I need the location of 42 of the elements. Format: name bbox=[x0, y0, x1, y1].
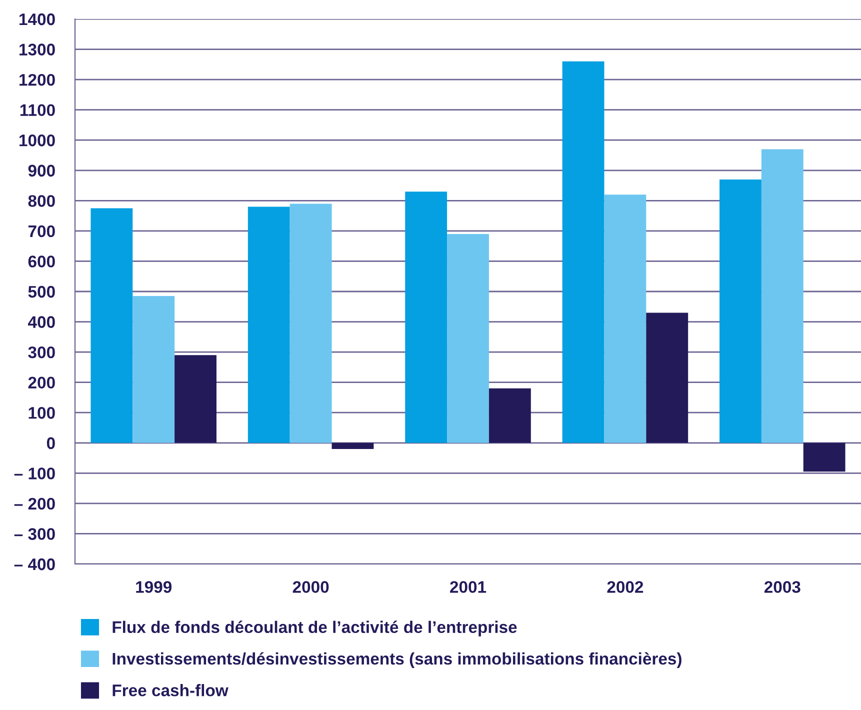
bar bbox=[761, 149, 804, 443]
x-tick-label: 2002 bbox=[607, 581, 644, 593]
y-tick-label: 900 bbox=[28, 164, 55, 177]
x-tick-label: 2001 bbox=[450, 581, 486, 593]
y-tick-label: 700 bbox=[28, 225, 55, 238]
y-tick-label: 0 bbox=[46, 437, 55, 450]
bar bbox=[562, 61, 604, 443]
x-tick-label: 2003 bbox=[764, 581, 800, 593]
y-tick-label: 300 bbox=[28, 346, 55, 358]
legend-label: Free cash-flow bbox=[112, 684, 228, 696]
bar bbox=[405, 192, 448, 443]
bar bbox=[488, 388, 531, 443]
y-tick-label: 400 bbox=[28, 316, 55, 328]
y-tick-label: 1000 bbox=[20, 134, 55, 146]
y-tick-label: 800 bbox=[28, 195, 55, 207]
y-tick-label: 1300 bbox=[20, 44, 55, 56]
y-tick-label: – 100 bbox=[14, 468, 55, 480]
x-tick-label: 2000 bbox=[292, 581, 329, 593]
y-tick-label: 200 bbox=[28, 376, 55, 389]
y-tick-label: – 400 bbox=[14, 558, 55, 570]
legend-label: Investissements/désinvestissements (sans immobilisations financières) bbox=[112, 652, 682, 668]
bar bbox=[174, 355, 216, 443]
x-tick-label: 1999 bbox=[136, 581, 172, 593]
legend-label: Flux de fonds découlant de l’activité de l’entreprise bbox=[112, 620, 517, 636]
bar bbox=[646, 312, 688, 443]
y-tick-label: 1200 bbox=[20, 74, 55, 86]
bar bbox=[604, 194, 646, 443]
bar bbox=[90, 208, 133, 443]
y-tick-label: – 200 bbox=[14, 498, 55, 510]
bar bbox=[248, 206, 290, 443]
bar bbox=[447, 234, 489, 443]
y-tick-label: 500 bbox=[28, 286, 55, 298]
y-tick-label: 1400 bbox=[20, 13, 55, 26]
bar bbox=[332, 442, 374, 449]
y-tick-label: 600 bbox=[28, 256, 55, 268]
bar bbox=[132, 296, 175, 443]
bar bbox=[290, 204, 332, 443]
y-tick-label: – 300 bbox=[14, 528, 55, 540]
bar bbox=[803, 442, 846, 472]
y-tick-label: 1100 bbox=[20, 104, 55, 116]
y-tick-label: 100 bbox=[28, 407, 55, 419]
bar bbox=[720, 179, 762, 443]
